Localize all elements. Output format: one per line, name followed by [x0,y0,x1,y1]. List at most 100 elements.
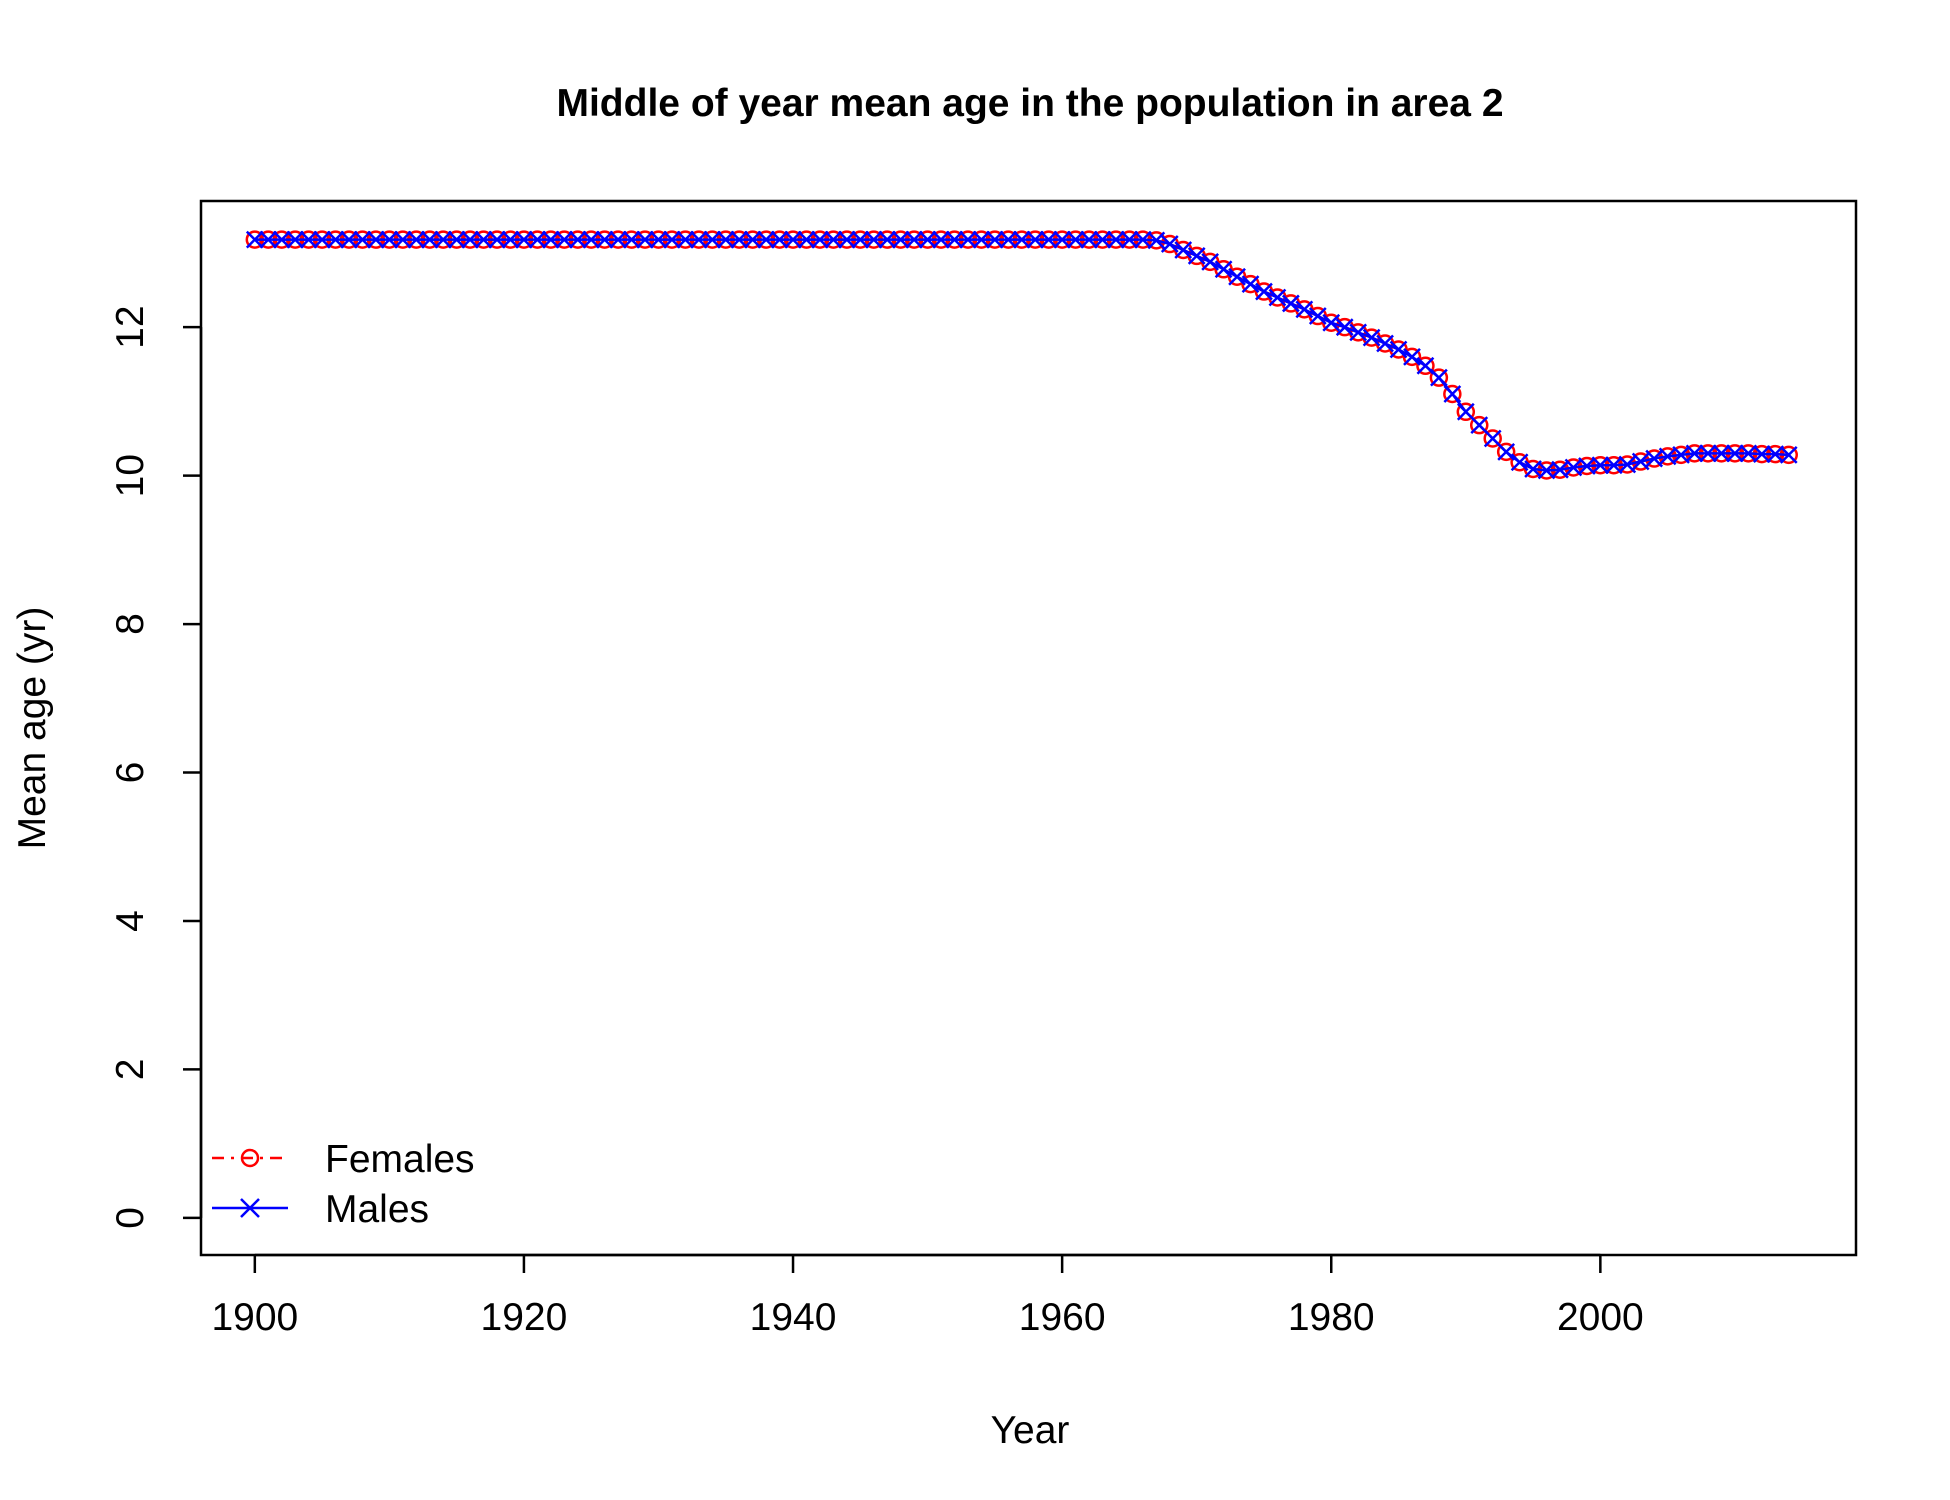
data-point-males [1591,456,1610,475]
data-point-males [420,230,439,249]
data-point-males [1201,252,1220,271]
data-point-males [1739,444,1758,463]
data-point-males [1335,318,1354,337]
legend-females-label: Females [325,1138,475,1181]
data-point-males [434,230,453,249]
y-tick-label: 8 [109,613,152,635]
data-point-males [1685,444,1704,463]
data-point-males [703,230,722,249]
data-point-males [864,230,883,249]
data-point-females [1631,452,1650,471]
data-point-males [959,230,977,249]
y-tick-label: 0 [109,1207,152,1229]
data-point-males [837,230,856,249]
data-point-males [1443,385,1462,403]
data-point-females [1402,347,1422,367]
x-tick-label: 1920 [481,1296,568,1339]
data-point-males [1147,231,1166,250]
data-point-males [407,230,426,249]
data-point-males [528,230,547,249]
data-point-males [972,230,991,249]
data-point-males [1779,445,1798,464]
x-tick-label: 1940 [750,1296,837,1339]
data-point-males [945,230,964,249]
data-point-males [1080,230,1098,249]
data-point-females [1483,429,1502,448]
data-point-males [541,230,560,249]
data-point-males [353,230,372,249]
legend: Females Males [212,1138,475,1231]
data-point-males [1631,452,1650,471]
data-point-males [501,230,520,249]
data-point-males [1241,275,1260,294]
data-point-males [878,230,897,249]
data-point-males [918,230,937,249]
plot-frame [199,199,1858,1257]
data-point-males [1349,323,1368,342]
data-point-males [824,230,843,249]
data-point-males [1255,282,1273,301]
data-point-males [663,230,681,249]
data-point-males [1053,230,1072,249]
data-point-males [932,230,950,249]
data-point-males [1726,444,1744,463]
data-point-males [340,230,358,249]
data-point-males [568,230,587,249]
data-point-males [1456,402,1475,421]
data-point-males [1281,294,1300,313]
x-tick-label: 1960 [1019,1296,1106,1339]
data-point-males [649,230,668,249]
data-point-males [1430,368,1448,387]
data-point-males [609,230,627,249]
x-tick-label: 2000 [1557,1296,1644,1339]
series-line-females [254,238,1789,472]
data-point-males [286,230,305,249]
data-point-males [1107,230,1125,249]
data-point-males [1026,230,1045,249]
data-point-males [1389,340,1408,359]
data-point-females [1443,384,1462,404]
data-point-males [622,230,641,249]
data-point-males [1497,442,1516,461]
data-point-males [1578,457,1596,475]
y-tick-label: 12 [109,305,152,348]
data-point-females [1416,356,1435,376]
data-point-males [1766,445,1785,463]
data-point-males [1470,416,1489,435]
data-point-males [636,230,654,249]
data-point-males [891,230,910,249]
data-point-males [1268,288,1287,307]
x-axis-title: Year [991,1409,1070,1452]
data-point-males [1066,230,1085,249]
y-axis: 0 2 4 6 8 10 12 [109,305,203,1229]
data-point-males [1295,300,1314,319]
data-point-males [811,230,829,249]
data-point-males [1362,328,1381,347]
chart-title: Middle of year mean age in the populatio… [556,82,1503,125]
series-females [245,230,1798,480]
y-axis-title: Mean age (yr) [11,607,54,850]
data-point-males [1187,247,1206,265]
data-point-males [1618,455,1637,474]
data-point-males [1537,461,1556,480]
data-point-males [1322,313,1341,332]
data-point-males [259,230,278,249]
data-point-males [595,230,614,249]
data-point-males [367,230,385,249]
data-point-males [474,230,493,249]
legend-females-marker [240,1148,260,1168]
data-point-males [851,230,870,249]
x-tick-label: 1900 [211,1296,298,1339]
data-point-males [393,230,412,249]
x-axis: 1900 1920 1940 1960 1980 2000 [211,1253,1644,1339]
data-point-females [1429,368,1449,387]
data-point-males [985,230,1004,249]
data-point-males [326,230,345,249]
data-point-males [757,230,776,249]
data-point-males [299,230,318,249]
data-point-males [676,230,695,249]
data-point-males [905,230,924,249]
data-point-males [1510,453,1529,472]
data-point-males [380,230,399,249]
series-line-males [254,238,1789,472]
